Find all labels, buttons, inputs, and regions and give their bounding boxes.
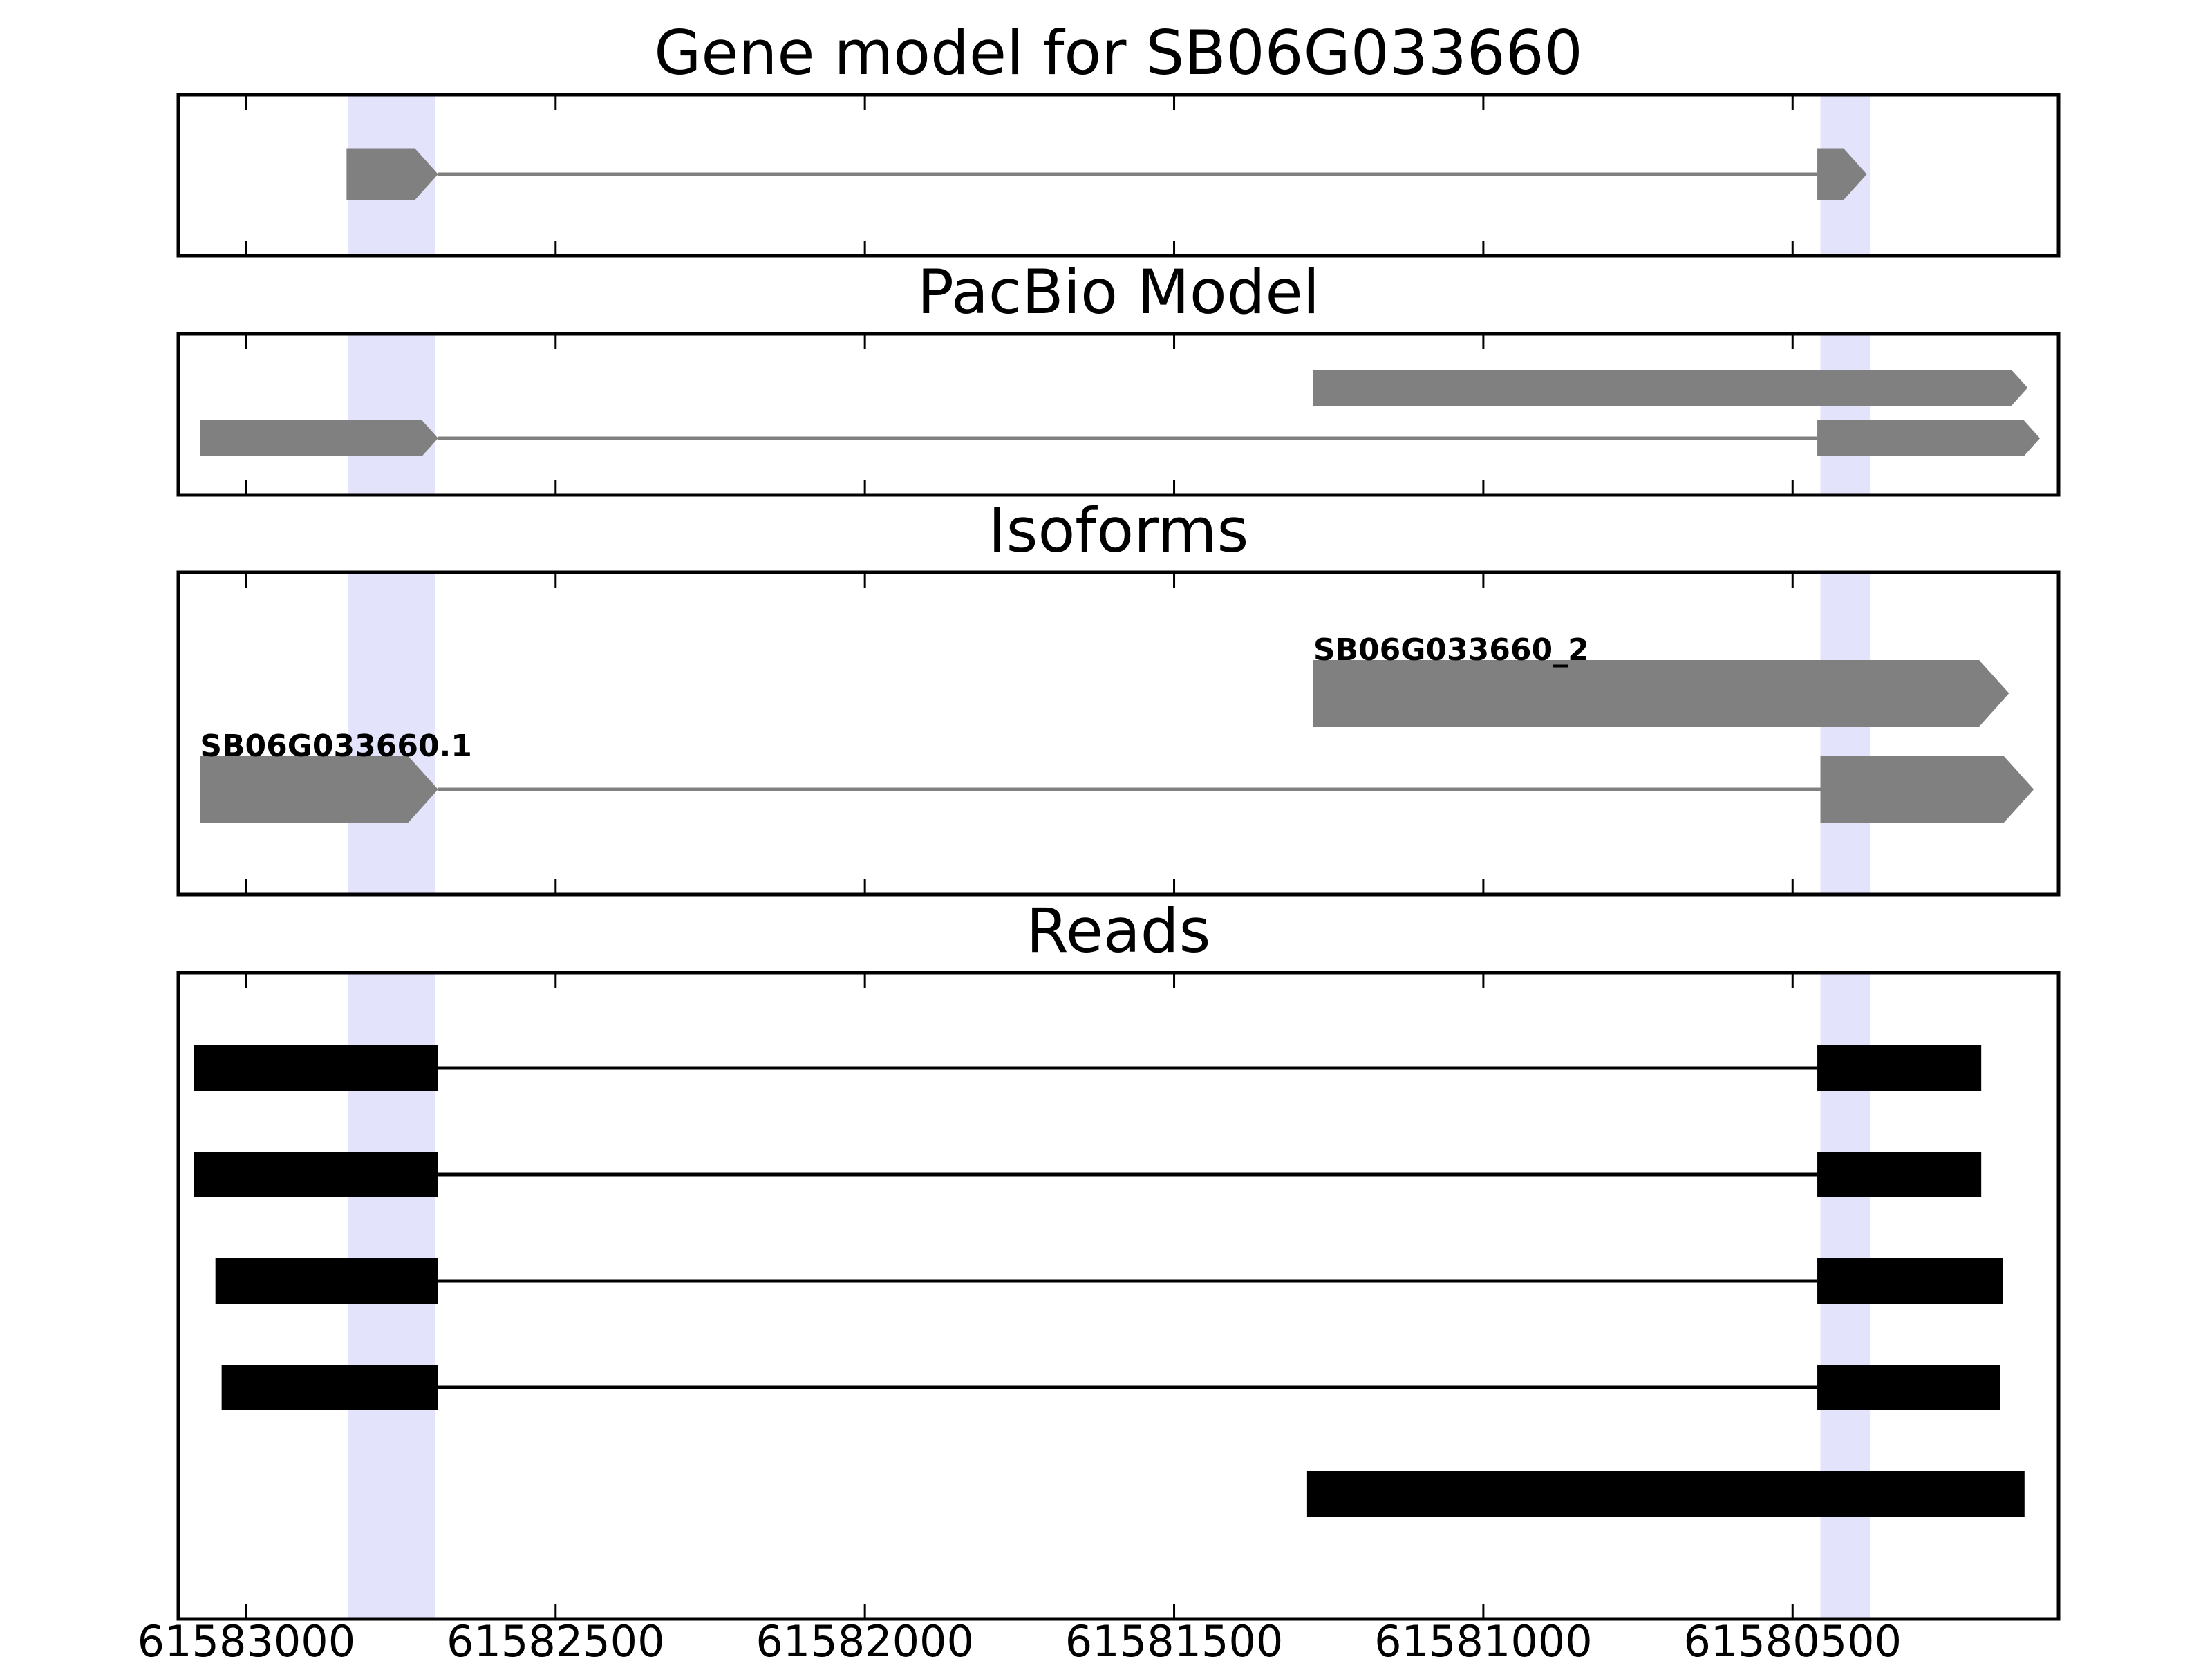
panel-pacbio-model-border <box>176 332 2061 497</box>
exon-block <box>1313 370 2028 406</box>
x-tick-label: 61581500 <box>1065 1616 1284 1659</box>
panel-pacbio-model: PacBio Model <box>176 256 2061 497</box>
highlight-band-2 <box>1820 334 1871 495</box>
panel-gene-model-ticks <box>245 95 1794 256</box>
panel-reads-tracks <box>194 1045 2025 1517</box>
exon-block <box>346 148 438 200</box>
highlight-band-2 <box>1820 572 1871 894</box>
exon-block <box>1817 420 2041 456</box>
panel-gene-model: Gene model for SB06G033660 <box>176 17 2061 258</box>
panel-isoforms-highlights <box>348 572 1871 894</box>
exon-block <box>1820 756 2034 823</box>
panel-isoforms-ticks <box>245 572 1794 894</box>
read-block <box>1817 1258 2003 1304</box>
panel-isoforms-border <box>176 570 2061 897</box>
panel-isoforms-tracks: SB06G033660_2 SB06G033660.1 <box>200 632 2034 823</box>
exon-block <box>1313 660 2009 727</box>
panel-pacbio-model-tracks <box>200 370 2041 456</box>
panel-pacbio-model-frame <box>178 334 2059 495</box>
exon-block <box>1817 148 1867 200</box>
read-block <box>215 1258 438 1304</box>
panel-pacbio-model-highlights <box>348 334 1871 495</box>
panel-isoforms-title: Isoforms <box>988 495 1249 566</box>
read-block <box>1817 1152 1982 1197</box>
isoform-label: SB06G033660_2 <box>1313 632 1589 668</box>
exon-block <box>200 420 438 456</box>
x-tick-label: 61582500 <box>447 1616 665 1659</box>
panel-reads-title: Reads <box>1027 895 1211 966</box>
highlight-band-1 <box>348 334 435 495</box>
panel-isoforms: SB06G033660_2 SB06G033660.1 Isoforms <box>176 495 2061 897</box>
read-block <box>221 1365 438 1410</box>
x-tick-label: 61580500 <box>1683 1616 1902 1659</box>
read-block <box>1817 1365 2000 1410</box>
panel-pacbio-model-ticks <box>245 334 1794 495</box>
x-tick-label: 61583000 <box>138 1616 356 1659</box>
panel-isoforms-frame <box>178 572 2059 894</box>
isoform-label: SB06G033660.1 <box>200 729 472 764</box>
highlight-band-1 <box>348 572 435 894</box>
panel-pacbio-model-title: PacBio Model <box>917 256 1320 328</box>
x-tick-label: 61582000 <box>756 1616 974 1659</box>
panel-reads-ticks <box>245 973 1794 1619</box>
panel-gene-model-border <box>176 93 2061 258</box>
panel-reads: Reads <box>176 895 2061 1621</box>
x-axis-tick-labels: 61583000 61582500 61582000 61581500 61581000… <box>138 1616 1902 1659</box>
panel-gene-model-title: Gene model for SB06G033660 <box>654 17 1583 88</box>
read-block <box>1306 1471 2025 1517</box>
x-tick-label: 61581000 <box>1374 1616 1593 1659</box>
read-block <box>194 1045 438 1091</box>
read-block <box>194 1152 438 1197</box>
panel-reads-border <box>176 971 2061 1621</box>
read-block <box>1817 1045 1982 1091</box>
panel-gene-model-tracks <box>346 148 1867 200</box>
exon-block <box>200 756 438 823</box>
